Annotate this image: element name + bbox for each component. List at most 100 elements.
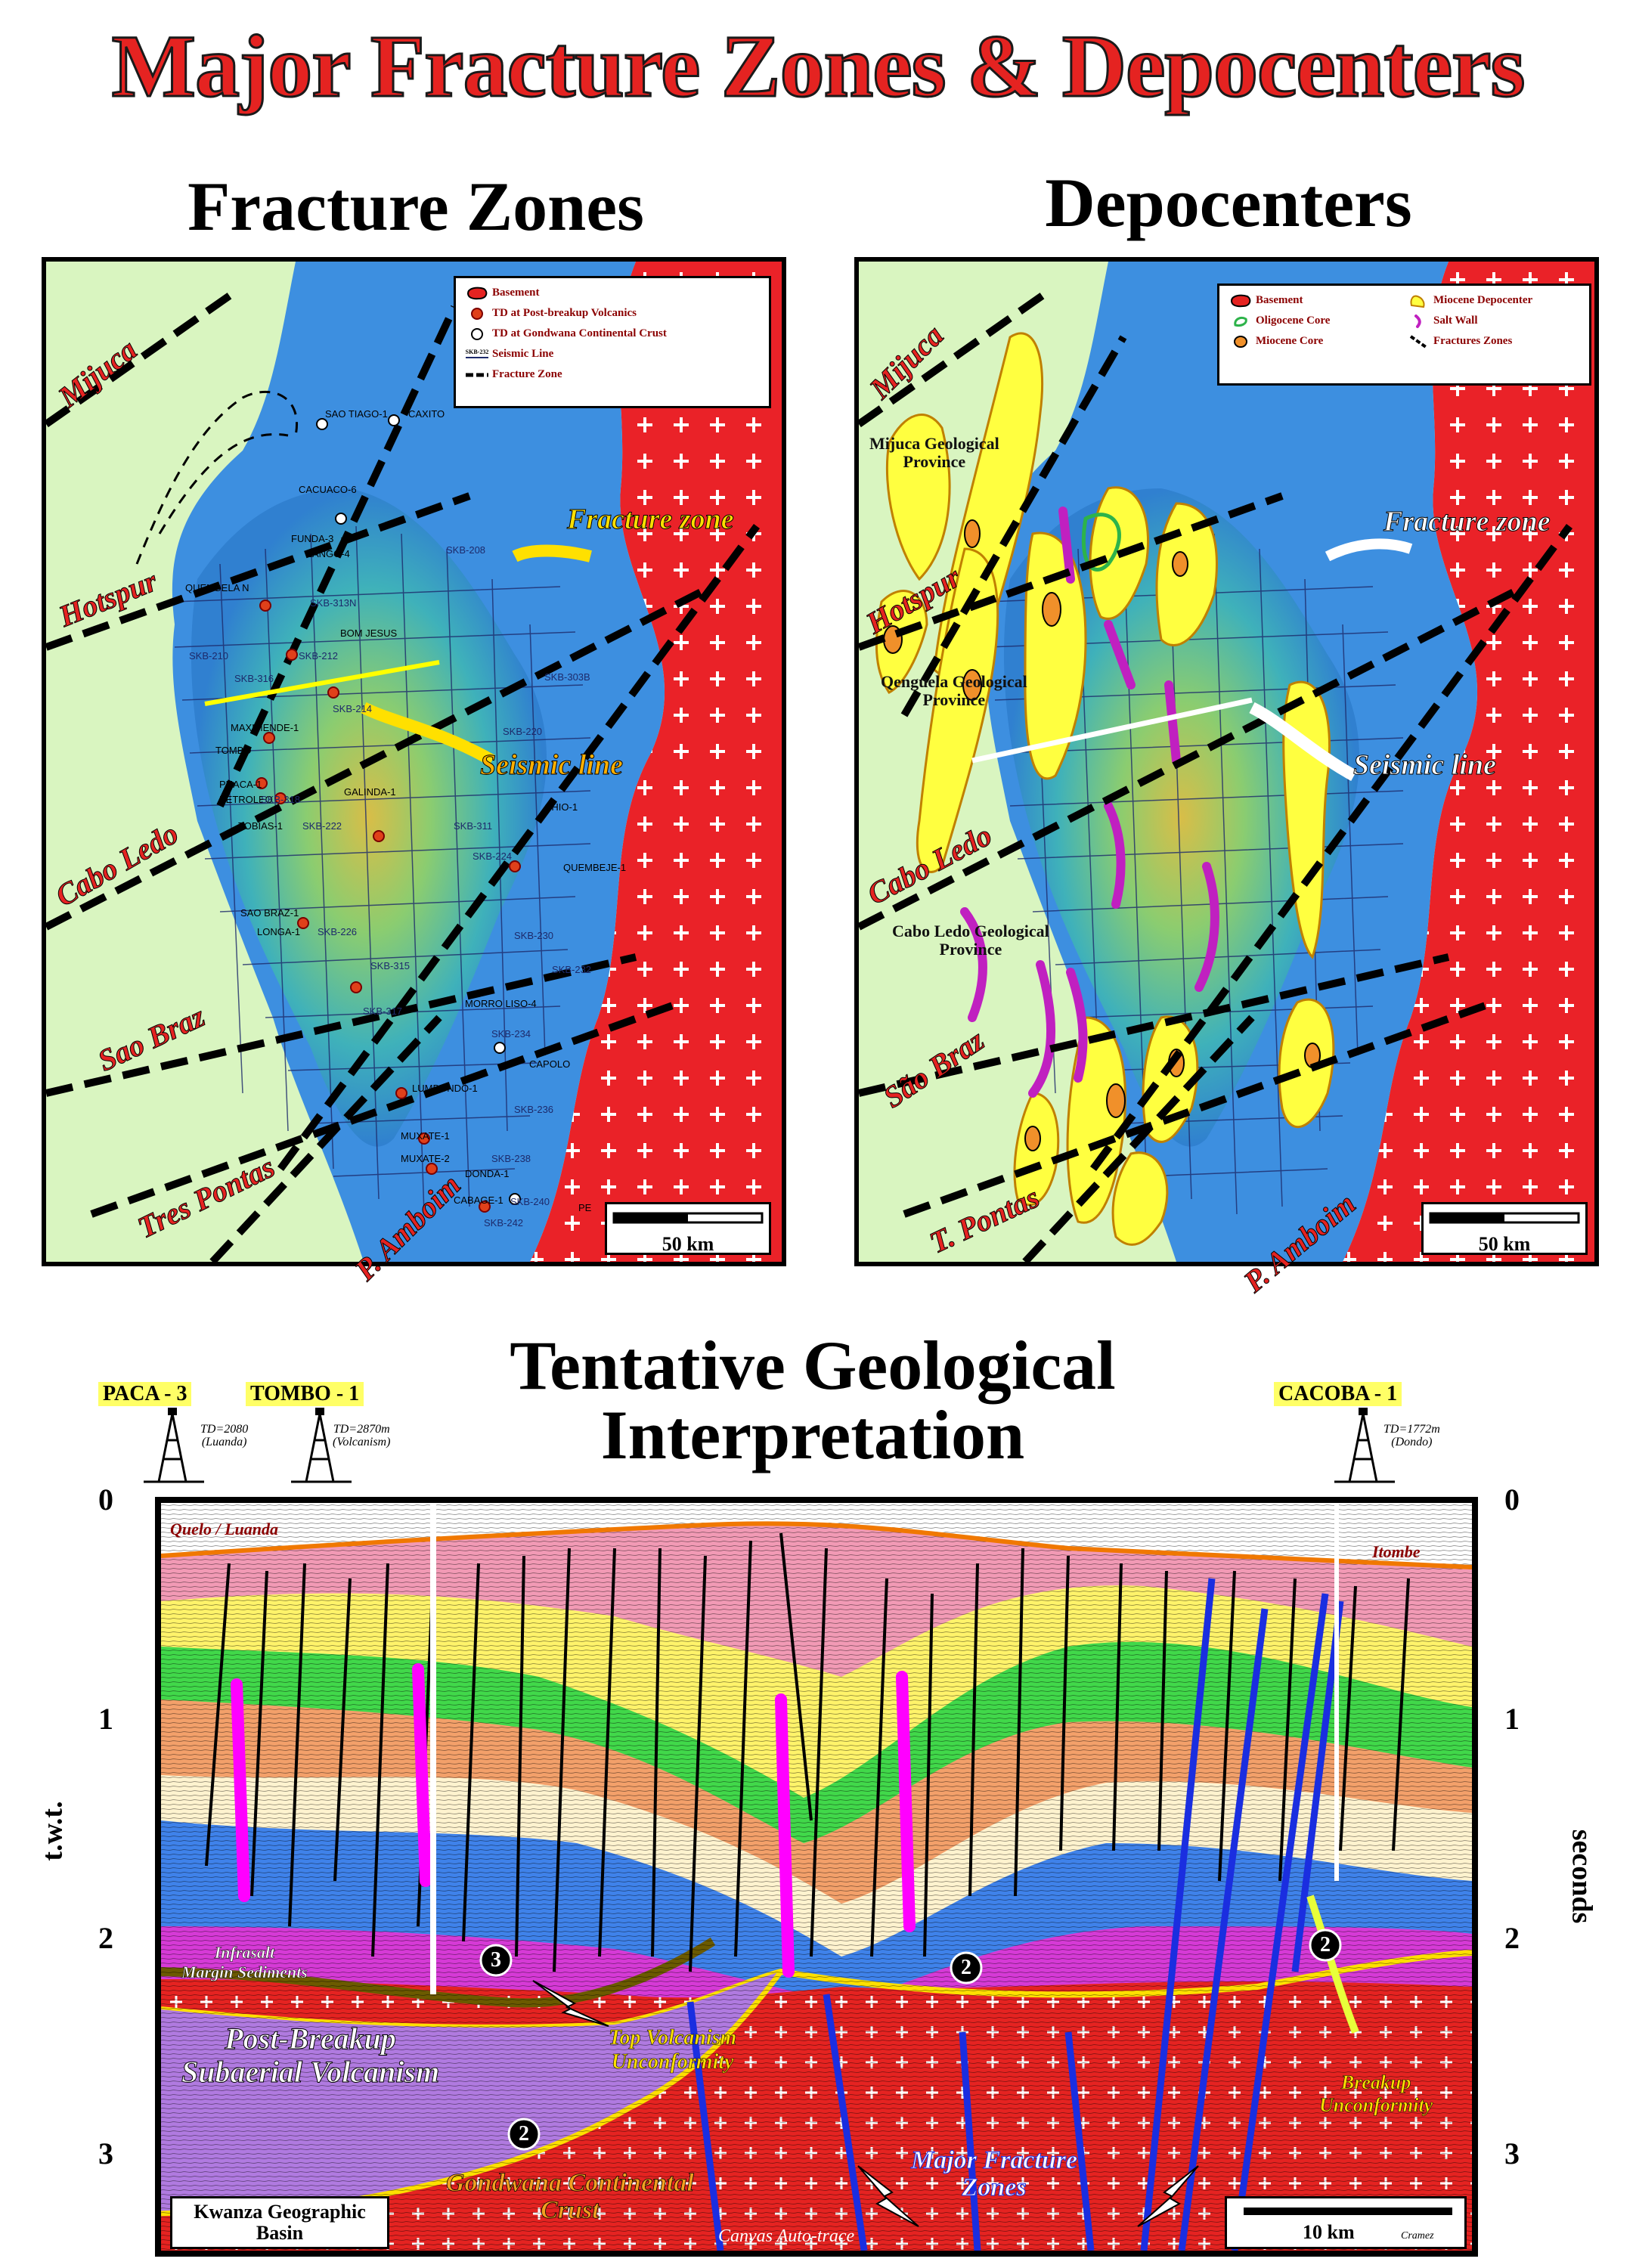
label-post-breakup: Post-Breakup Subaerial Volcanism [181,2022,440,2089]
well-label: QUEMBEJE-1 [563,862,627,873]
fracture-zone-callout: Fracture zone [567,503,735,536]
tick-left-0: 0 [98,1483,113,1517]
fracture-zone-dash-icon [462,371,492,379]
well-label: TOMBO [215,745,252,756]
seismic-line-label: SKB-232 [552,964,592,975]
seismic-line-callout: Seismic line [480,749,624,782]
well-label: CAPOLO [529,1058,571,1070]
salt-walls [960,507,1219,1098]
scale-label: 50 km [662,1233,714,1255]
label-quelo-luanda: Quelo / Luanda [170,1520,279,1538]
fracture-zone-callout: Fracture zone [1383,506,1551,538]
legend-label: TD at Post-breakup Volcanics [492,307,637,319]
fracture-zone-dash-icon [1403,334,1433,349]
well-label: DONDA-1 [465,1168,510,1179]
right-axis-label: seconds [1566,1829,1598,1924]
drilling-rig-icon [291,1408,352,1483]
label-major-fracture-zones: Major Fracture Zones [910,2146,1078,2201]
label-infrasalt: Infrasalt Margin Sediments [181,1943,308,1982]
seismic-line-callout: Seismic line [1353,749,1497,782]
tick-left-2: 2 [98,1921,113,1955]
seismic-line-label: SKB-220 [503,726,543,737]
province-label-cabo-ledo: Cabo Ledo Geological Province [892,922,1049,959]
marker-2: 2 [1308,1928,1343,1963]
province-label-qenguela: Qenguela Geological Province [881,672,1027,709]
legend-label: Miocene Depocenter [1433,294,1533,306]
seismic-line-label: SKB-222 [302,820,342,832]
well-label: TOBIAS-1 [238,820,284,832]
legend-seismic-line: SKB-232 Seismic Line [462,344,763,364]
scale-label: 10 km [1303,2221,1355,2243]
drilling-rig-icon [1334,1408,1395,1483]
seismic-line-label: SKB-212 [299,650,339,662]
tick-left-1: 1 [98,1702,113,1736]
well-td-paca3: TD=2080 (Luanda) [200,1423,249,1448]
section-title-line1: Tentative Geological [510,1327,1116,1404]
legend-label: TD at Gondwana Continental Crust [492,327,667,339]
marker-3: 3 [479,1943,513,1978]
seismic-line-label: SKB-224 [473,850,513,862]
label-gondwana-crust: Gondwana Continental Crust [446,2169,695,2224]
scale-bar-icon [1429,1212,1580,1224]
seismic-amplitude-map [191,488,547,1147]
lightning-arrow-icon [532,1980,609,2027]
scale-label: 50 km [1478,1233,1531,1255]
seismic-line-label: SKB-210 [189,650,229,662]
lightning-arrow-icon [857,2165,919,2227]
depocenters-title: Depocenters [1045,164,1412,241]
legend-column-right: Miocene Depocenter Salt Wall Fractures Z… [1403,290,1532,379]
seismic-line-label: SKB-242 [484,1217,524,1228]
seismic-line-label: SKB-238 [491,1153,531,1164]
section-title-line2: Interpretation [600,1396,1025,1473]
legend-label: Salt Wall [1433,314,1478,327]
oligocene-core-icon [1225,314,1256,328]
depocenter-map-scale: 50 km [1421,1202,1588,1255]
well-label: SAO TIAGO-1 [325,408,388,420]
basement-swatch-icon [462,287,492,300]
tick-right-2: 2 [1504,1921,1520,1955]
fracture-map-scale: 50 km [605,1202,771,1255]
seismic-line-label: SKB-315 [370,960,411,971]
seismic-line-label: SKB-316 [234,673,274,684]
seismic-line-label: SKB-234 [491,1028,531,1040]
marker-label: 2 [1320,1933,1331,1957]
well-label: MUXATE-2 [401,1153,450,1164]
marker-2: 2 [507,2117,541,2152]
scale-bar-icon [612,1212,764,1224]
section-title: Tentative Geological Interpretation [378,1331,1247,1470]
salt-wall-icon [1403,314,1433,329]
label-top-volcanism: Top Volcanism Unconformity [609,2026,737,2074]
legend-miocene-depocenter: Miocene Depocenter [1403,290,1532,311]
seismic-line-label: SKB-313N [310,597,357,609]
legend-column-left: Basement Oligocene Core Miocene Core [1225,290,1403,379]
well-td-cacoba1: TD=1772m (Dondo) [1383,1423,1440,1448]
legend-label: Basement [492,287,540,299]
tick-right-1: 1 [1504,1702,1520,1736]
fracture-zones-map [42,257,786,1266]
legend-basement: Basement [462,283,763,303]
drilling-rig-icon [144,1408,204,1483]
well-name-cacoba1: CACOBA - 1 [1274,1382,1402,1406]
fracture-zone-lines [46,288,761,1262]
well-label: CABAGE-1 [454,1194,504,1206]
legend-label: Fractures Zones [1433,335,1513,347]
well-td-tombo1: TD=2870m (Volcanism) [333,1423,391,1448]
marker-label: 3 [491,1948,501,1972]
fracture-zones-title: Fracture Zones [187,168,644,245]
marker-label: 2 [519,2122,529,2146]
scale-bar-icon [1244,2208,1452,2215]
marker-2: 2 [949,1950,984,1985]
well-label: CHIO-1 [544,801,578,813]
fracture-map-drawing [46,262,782,1262]
well-label: BOM JESUS [340,627,398,639]
seismic-line-label: SKB-226 [318,926,358,937]
seismic-line-label: SKB-317 [363,1005,403,1017]
well-label: CAXITO [408,408,445,420]
miocene-core-icon [1225,335,1256,349]
fracture-map-legend: Basement TD at Post-breakup Volcanics TD… [454,276,771,408]
well-label: PUACA-1 [219,779,262,790]
well-name-tombo1: TOMBO - 1 [246,1382,364,1406]
legend-icon-label: SKB-232 [465,349,489,355]
legend-label: Oligocene Core [1256,314,1331,327]
well-label: ZANGO-4 [306,548,350,559]
